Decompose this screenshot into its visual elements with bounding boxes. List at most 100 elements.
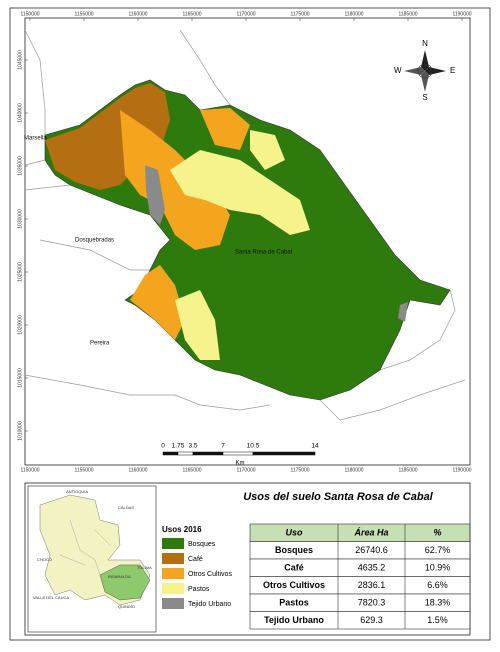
compass-label: W: [394, 66, 402, 75]
x-coord-label: 1150000: [20, 11, 39, 17]
scale-label: 7: [221, 443, 225, 450]
y-coord-label: 1015000: [17, 368, 23, 388]
table-cell: 26740.6: [355, 545, 388, 555]
y-coord-label: 1040000: [17, 103, 23, 123]
scale-segment: [222, 451, 254, 456]
table-cell: 62.7%: [425, 545, 451, 555]
boundary: [24, 29, 46, 135]
x-coord-label: 1185000: [398, 467, 417, 473]
table-header-cell: %: [433, 528, 441, 538]
boundary: [179, 29, 231, 106]
x-coord-label: 1175000: [290, 467, 309, 473]
inset-label: CALDAS: [118, 505, 134, 510]
compass-label: E: [450, 66, 455, 75]
compass-arrow: [421, 71, 429, 92]
scale-segment: [162, 451, 179, 456]
scale-unit: Km: [236, 461, 245, 467]
neighbor-boundaries: [24, 29, 466, 421]
table-cell: 2836.1: [358, 580, 386, 590]
x-coord-label: 1165000: [182, 467, 201, 473]
pasture-area: [250, 130, 285, 170]
x-coord-label: 1170000: [236, 467, 255, 473]
inset-label: RISARALDA: [108, 574, 131, 579]
x-coord-label: 1165000: [182, 11, 201, 17]
crops-area: [130, 265, 185, 340]
table-cell: 1.5%: [427, 615, 448, 625]
place-label: Dosquebradas: [75, 238, 114, 244]
table: Uso Área Ha % Bosques 26740.6 62.7% Café 4635.2…: [249, 523, 471, 630]
x-coord-label: 1160000: [128, 467, 147, 473]
legend-label: Tejido Urbano: [188, 601, 231, 608]
x-coord-label: 1150000: [20, 467, 39, 473]
legend-swatch: [162, 538, 184, 549]
scale-label: 0: [161, 443, 165, 450]
urban-area: [145, 165, 165, 225]
table-title: Usos del suelo Santa Rosa de Cabal: [243, 491, 433, 503]
table-cell: 629.3: [360, 615, 383, 625]
boundary: [319, 379, 466, 421]
scale-label: 10.5: [247, 443, 260, 450]
legend-swatch: [162, 568, 184, 579]
inset-label: TOLIMA: [137, 565, 152, 570]
compass-label: S: [422, 93, 427, 102]
place-label: Pereira: [90, 341, 110, 347]
place-label: Santa Rosa de Cabal: [235, 250, 292, 256]
table-cell: 10.9%: [425, 563, 451, 573]
inset-label: ANTIOQUIA: [66, 489, 88, 494]
place-label: Marsella: [24, 136, 47, 142]
scale-segment: [177, 451, 194, 456]
x-coord-label: 1185000: [398, 11, 417, 17]
table-cell: 18.3%: [425, 598, 451, 608]
compass-arrow: [421, 50, 429, 71]
compass-label: N: [422, 39, 428, 48]
legend-label: Otros Cultivos: [188, 571, 232, 578]
legend-label: Café: [188, 556, 203, 563]
table-header-cell: Área Ha: [353, 528, 388, 538]
inset-boundary: [59, 519, 111, 576]
x-coord-label: 1190000: [452, 11, 471, 17]
crops-area: [200, 108, 250, 150]
scale-bar: 0 1.75 3.5 7 10.5 14: [161, 443, 319, 456]
x-coord-label: 1170000: [236, 11, 255, 17]
pasture-area: [170, 150, 310, 235]
scale-label: 14: [311, 443, 319, 450]
inset-label: VALLE DEL CAUCA: [33, 595, 69, 600]
legend: Bosques Café Otros Cultivos Pastos Tejido Ur…: [162, 538, 232, 609]
y-coord-label: 1020000: [17, 315, 23, 335]
legend-title: Usos 2016: [162, 525, 202, 534]
y-coord-label: 1030000: [17, 209, 23, 229]
table-cell: Café: [284, 563, 304, 573]
scale-segment: [252, 451, 316, 456]
highlight-municipality: [99, 564, 151, 601]
pasture-area: [175, 290, 220, 360]
table-cell: 7820.3: [358, 598, 386, 608]
legend-label: Pastos: [188, 586, 210, 593]
scale-segment: [192, 451, 224, 456]
y-coord-label: 1035000: [17, 156, 23, 176]
table-header-cell: Uso: [285, 528, 303, 538]
inset-labels: ANTIOQUIA CALDAS CHOCÓ TOLIMA VALLE DEL CAUC…: [33, 489, 152, 609]
legend-swatch: [162, 553, 184, 564]
y-coord-label: 1025000: [17, 262, 23, 282]
table-cell: Bosques: [275, 545, 313, 555]
urban-area: [398, 302, 408, 322]
x-coord-label: 1175000: [290, 11, 309, 17]
table-cell: Pastos: [279, 598, 309, 608]
inset-map: [39, 494, 151, 606]
x-coord-label: 1160000: [128, 11, 147, 17]
scale-label: 1.75: [172, 443, 185, 450]
table-cell: Tejido Urbano: [264, 615, 324, 625]
boundary: [24, 374, 271, 411]
compass-arrow: [404, 67, 425, 75]
y-coord-label: 1045000: [17, 50, 23, 70]
compass-ring: [417, 63, 433, 79]
x-coord-label: 1190000: [452, 467, 471, 473]
x-coord-label: 1155000: [74, 467, 93, 473]
x-coord-label: 1180000: [344, 11, 363, 17]
legend-swatch: [162, 598, 184, 609]
inset-label: QUINDÍO: [118, 604, 135, 609]
x-coord-label: 1180000: [344, 467, 363, 473]
crops-area: [120, 110, 230, 250]
